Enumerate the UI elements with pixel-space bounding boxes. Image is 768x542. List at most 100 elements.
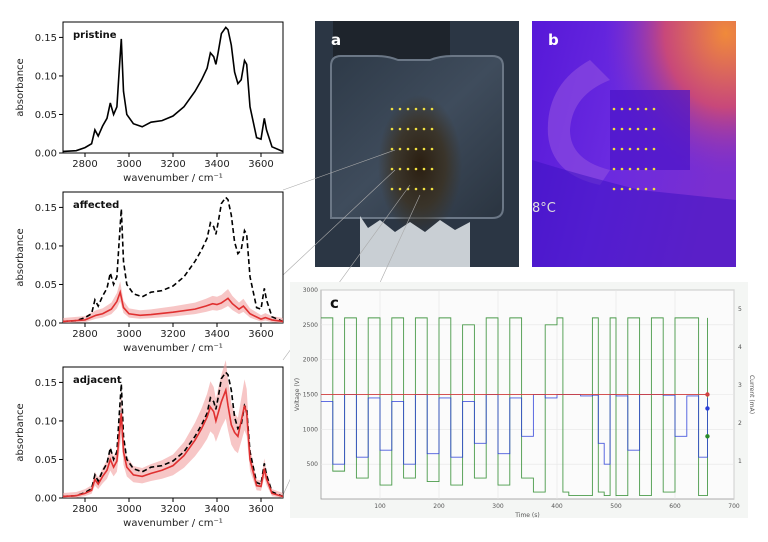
x-tick-label: 100 bbox=[374, 503, 386, 510]
x-tick-label: 3000 bbox=[116, 504, 141, 515]
x-tick-label: 3200 bbox=[160, 159, 185, 170]
sampling-dot bbox=[644, 147, 648, 151]
x-tick-label: 3200 bbox=[160, 504, 185, 515]
sampling-dot bbox=[652, 187, 656, 191]
x-axis-label: wavenumber / cm⁻¹ bbox=[123, 173, 223, 184]
sampling-dot bbox=[414, 187, 418, 191]
sampling-dot bbox=[644, 107, 648, 111]
series-line bbox=[62, 26, 284, 153]
y-axis-label: absorbance bbox=[15, 228, 26, 286]
sampling-dot bbox=[652, 127, 656, 131]
thermal-panel-b: b 8°C bbox=[532, 21, 736, 267]
x-tick-label: 3600 bbox=[248, 159, 273, 170]
y-tick-label: 0.10 bbox=[35, 416, 57, 427]
y-tick-label: 0.15 bbox=[35, 33, 57, 44]
sampling-dot bbox=[398, 187, 402, 191]
y2-tick-label: 1 bbox=[738, 458, 742, 465]
sampling-dot bbox=[430, 167, 434, 171]
sampling-dot bbox=[620, 187, 624, 191]
y2-tick-label: 5 bbox=[738, 306, 742, 313]
series-band bbox=[63, 281, 283, 323]
y-tick-label: 1500 bbox=[303, 392, 318, 399]
sampling-dot bbox=[652, 147, 656, 151]
sampling-dot bbox=[390, 167, 394, 171]
x-axis-label: wavenumber / cm⁻¹ bbox=[123, 343, 223, 354]
sampling-dot bbox=[430, 127, 434, 131]
sampling-dot bbox=[430, 187, 434, 191]
sampling-dot bbox=[414, 167, 418, 171]
series-line bbox=[321, 394, 708, 465]
y-tick-label: 0.10 bbox=[35, 241, 57, 252]
sampling-dot bbox=[620, 107, 624, 111]
sampling-dot bbox=[612, 107, 616, 111]
timeseries-plot-c: 100 200 300 400 500 600 700 500 1000 1500 2000 2500… bbox=[290, 282, 755, 519]
x-tick-label: 2800 bbox=[72, 329, 97, 340]
x-tick-label: 3600 bbox=[248, 504, 273, 515]
y2-axis-label: Current (mA) bbox=[748, 375, 755, 414]
y-tick-label: 2000 bbox=[303, 357, 318, 364]
sampling-dot bbox=[612, 127, 616, 131]
series-line bbox=[62, 289, 284, 323]
plot-title: pristine bbox=[73, 30, 117, 41]
end-marker bbox=[705, 392, 710, 397]
sampling-dot bbox=[390, 147, 394, 151]
sampling-dot bbox=[612, 187, 616, 191]
x-axis-label: wavenumber / cm⁻¹ bbox=[123, 518, 223, 529]
y2-tick-label: 4 bbox=[738, 344, 742, 351]
sampling-dot bbox=[398, 167, 402, 171]
spectrum-plot-adjacent: 2800 3000 3200 3400 3600 0.00 0.05 0.10 0.15 adja… bbox=[15, 360, 284, 529]
y-tick-label: 3000 bbox=[303, 287, 318, 294]
y-tick-label: 0.00 bbox=[35, 319, 57, 330]
sampling-dot bbox=[644, 127, 648, 131]
x-tick-label: 600 bbox=[669, 503, 681, 510]
y-tick-label: 0.00 bbox=[35, 149, 57, 160]
sampling-dot bbox=[620, 127, 624, 131]
spectrum-plot-pristine: 2800 3000 3200 3400 3600 0.00 0.05 0.10 0.15 pris… bbox=[15, 21, 284, 184]
y-tick-label: 1000 bbox=[303, 426, 318, 433]
x-tick-label: 3000 bbox=[116, 329, 141, 340]
y-tick-label: 0.00 bbox=[35, 494, 57, 505]
x-tick-label: 2800 bbox=[72, 504, 97, 515]
sampling-dot bbox=[398, 107, 402, 111]
sampling-dot bbox=[652, 107, 656, 111]
x-tick-label: 3400 bbox=[204, 329, 229, 340]
sampling-dot bbox=[652, 167, 656, 171]
sampling-dot bbox=[390, 187, 394, 191]
x-tick-label: 200 bbox=[433, 503, 445, 510]
sampling-dot bbox=[628, 167, 632, 171]
sampling-dot bbox=[612, 147, 616, 151]
x-tick-label: 3000 bbox=[116, 159, 141, 170]
sampling-dot bbox=[422, 167, 426, 171]
x-tick-label: 300 bbox=[492, 503, 504, 510]
sampling-dot bbox=[636, 167, 640, 171]
sampling-dot bbox=[398, 147, 402, 151]
y2-tick-label: 2 bbox=[738, 420, 742, 427]
sampling-dot bbox=[422, 127, 426, 131]
panel-b-label: b bbox=[548, 31, 559, 49]
sampling-dot bbox=[430, 107, 434, 111]
panel-a-label: a bbox=[331, 31, 341, 49]
end-marker bbox=[705, 406, 710, 411]
x-tick-label: 3600 bbox=[248, 329, 273, 340]
x-tick-label: 400 bbox=[551, 503, 563, 510]
x-tick-label: 3400 bbox=[204, 504, 229, 515]
series-line bbox=[62, 371, 284, 498]
spectrum-plot-affected: 2800 3000 3200 3400 3600 0.00 0.05 0.10 0.15 affe… bbox=[15, 191, 284, 354]
x-tick-label: 2800 bbox=[72, 159, 97, 170]
plot-title: affected bbox=[73, 200, 119, 211]
y-tick-label: 2500 bbox=[303, 322, 318, 329]
sampling-dot bbox=[398, 127, 402, 131]
x-tick-label: 500 bbox=[610, 503, 622, 510]
y-axis-label: Voltage (V) bbox=[294, 378, 301, 411]
sampling-dot bbox=[430, 147, 434, 151]
photo-panel-a: a bbox=[315, 21, 519, 267]
sampling-dot bbox=[644, 167, 648, 171]
sampling-dot bbox=[628, 107, 632, 111]
x-tick-label: 3200 bbox=[160, 329, 185, 340]
y-tick-label: 0.05 bbox=[35, 455, 57, 466]
y-tick-label: 0.15 bbox=[35, 378, 57, 389]
sampling-dot bbox=[422, 187, 426, 191]
sampling-dot bbox=[414, 107, 418, 111]
sampling-dot bbox=[422, 107, 426, 111]
